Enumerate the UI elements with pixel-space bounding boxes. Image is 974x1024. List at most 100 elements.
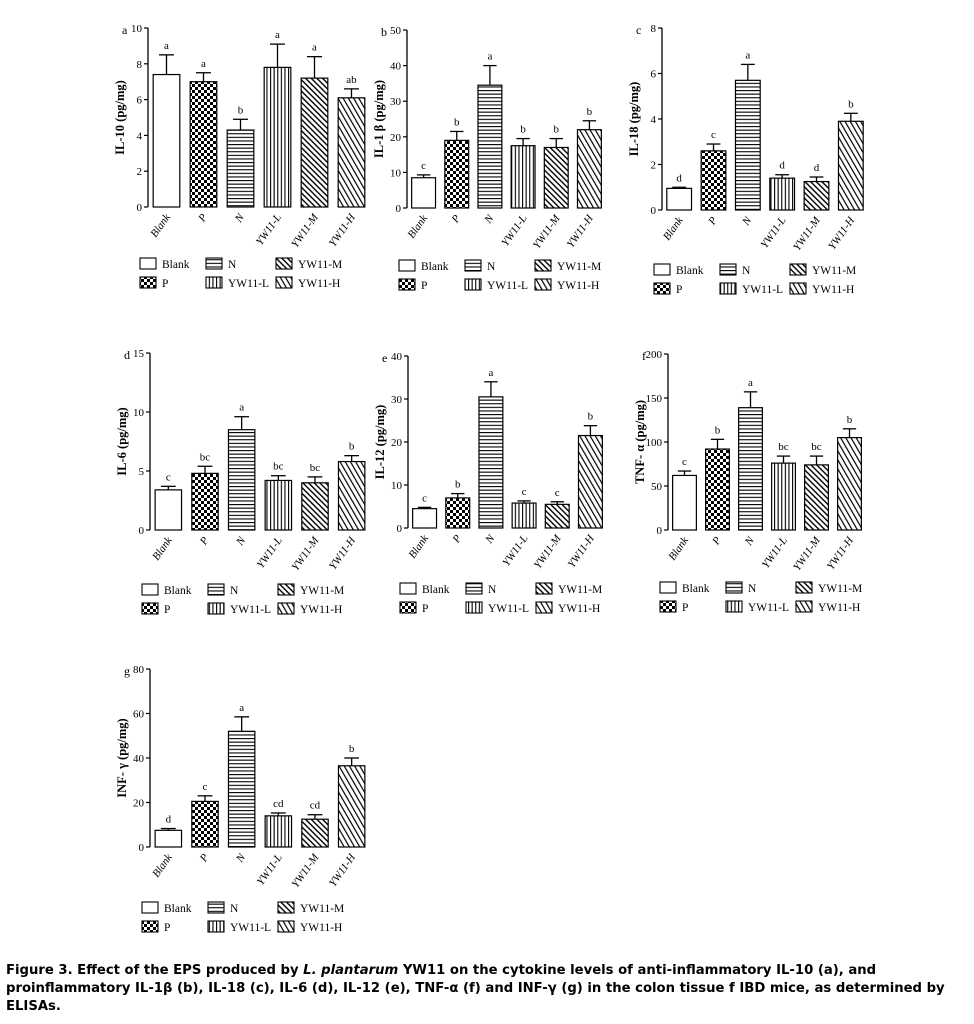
y-axis-title: TNF- α (pg/mg) (633, 400, 647, 484)
significance-letter: b (238, 104, 244, 116)
x-tick-label: YW11-L (759, 215, 789, 251)
bar-yw11-h (577, 434, 603, 529)
y-tick-label: 50 (390, 25, 402, 37)
bar-n (738, 407, 763, 531)
x-tick-label: P (710, 535, 724, 548)
x-tick-label: P (196, 212, 210, 225)
x-tick-label: P (706, 215, 720, 228)
legend-swatch (534, 259, 552, 272)
legend-swatch (399, 582, 417, 595)
legend-swatch (535, 601, 553, 614)
legend-label: YW11-H (557, 280, 599, 292)
bar-yw11-h (337, 460, 366, 531)
significance-letter: c (711, 129, 716, 141)
bar-blank (411, 177, 437, 209)
bar-p (189, 81, 218, 208)
bar-yw11-h (837, 437, 862, 531)
bar-blank (672, 474, 697, 531)
chart-a: a 0 2 4 6 8 10 IL-10 (pg/mg) a Blank a Pb Na YW11-L a Y… (113, 23, 366, 290)
y-axis-title: IL-1 β (pg/mg) (372, 80, 386, 158)
caption-species: L. plantarum (303, 963, 399, 978)
significance-letter: b (554, 124, 560, 136)
legend-label: YW11-L (230, 922, 271, 934)
legend-label: YW11-H (300, 922, 342, 934)
bar-p (191, 800, 219, 848)
legend-swatch (653, 263, 671, 276)
legend-label: Blank (422, 584, 450, 596)
legend-label: YW11-H (558, 603, 600, 615)
legend-swatch (398, 278, 416, 291)
bar-p (191, 472, 219, 531)
legend-swatch (207, 583, 225, 596)
x-tick-label: YW11-H (327, 851, 359, 889)
legend-swatch (534, 278, 552, 291)
legend-label: YW11-H (818, 602, 860, 614)
panel-letter: d (124, 348, 130, 362)
legend-label: Blank (421, 261, 449, 273)
significance-letter: a (745, 49, 750, 61)
significance-letter: bc (200, 451, 211, 463)
legend-swatch (465, 601, 483, 614)
y-tick-label: 20 (133, 798, 145, 810)
chart-e: e 0 10 20 30 40 IL-12 (pg/mg) c Blank b Pa Nc YW11-L… (373, 351, 603, 615)
legend-label: YW11-M (812, 265, 856, 277)
legend-label: P (682, 602, 688, 614)
bar-yw11-l (264, 815, 293, 848)
significance-letter: b (454, 116, 460, 128)
legend-label: Blank (164, 903, 192, 915)
x-tick-label: Blank (405, 212, 430, 241)
bar-blank (154, 829, 183, 848)
legend-swatch (719, 282, 737, 295)
x-tick-label: YW11-H (327, 534, 359, 572)
bar-yw11-l (511, 502, 537, 529)
caption-text-2: YW11 on the cytokine levels of anti-infl… (6, 963, 945, 1014)
legend-label: YW11-L (228, 278, 269, 290)
legend-label: YW11-L (488, 603, 529, 615)
legend-label: YW11-L (230, 604, 271, 616)
bar-yw11-m (544, 503, 570, 529)
chart-d: d 0 5 10 15 IL-6 (pg/mg) c Blank bc Pa Nbc YW11-L bc… (115, 348, 366, 616)
significance-letter: c (203, 781, 208, 793)
legend-swatch (141, 920, 159, 933)
legend-swatch (141, 602, 159, 615)
legend-swatch (653, 282, 671, 295)
y-tick-label: 6 (651, 69, 657, 81)
significance-letter: b (715, 424, 721, 436)
significance-letter: b (588, 411, 594, 423)
x-tick-label: YW11-L (255, 535, 285, 571)
x-tick-label: P (197, 852, 211, 865)
significance-letter: b (587, 106, 593, 118)
x-tick-label: Blank (666, 534, 691, 563)
legend-label: N (487, 261, 496, 273)
legend-label: YW11-M (558, 584, 602, 596)
bar-n (478, 396, 504, 529)
panel-letter: g (124, 664, 130, 678)
legend-swatch (207, 920, 225, 933)
chart-panels: a 0 2 4 6 8 10 IL-10 (pg/mg) a Blank a Pb Na YW11-L a Y… (113, 23, 864, 934)
bar-n (477, 84, 503, 209)
bar-yw11-m (300, 77, 329, 208)
figure-canvas: a 0 2 4 6 8 10 IL-10 (pg/mg) a Blank a Pb Na YW11-L a Y… (113, 23, 864, 934)
y-tick-label: 10 (131, 23, 143, 35)
legend-label: Blank (162, 259, 190, 271)
legend-swatch (464, 259, 482, 272)
x-tick-label: Blank (661, 214, 686, 243)
legend: Blank P N YW11-L YW11-M YW11-H (653, 263, 856, 296)
y-axis-title: IL-12 (pg/mg) (373, 405, 387, 480)
bar-n (226, 129, 255, 208)
legend: Blank P N YW11-L YW11-M YW11-H (398, 259, 601, 292)
significance-letter: bc (778, 441, 789, 453)
x-tick-label: YW11-M (531, 212, 563, 251)
significance-letter: a (164, 40, 169, 52)
significance-letter: a (239, 702, 244, 714)
y-tick-label: 100 (646, 437, 663, 449)
legend-swatch (659, 581, 677, 594)
legend-swatch (719, 263, 737, 276)
legend-label: Blank (682, 583, 710, 595)
legend: Blank P N YW11-L YW11-M YW11-H (399, 582, 602, 615)
significance-letter: c (421, 160, 426, 172)
y-axis-title: INF- γ (pg/mg) (115, 718, 129, 797)
legend-swatch (139, 276, 157, 289)
y-tick-label: 4 (651, 114, 657, 126)
y-tick-label: 8 (651, 23, 657, 35)
